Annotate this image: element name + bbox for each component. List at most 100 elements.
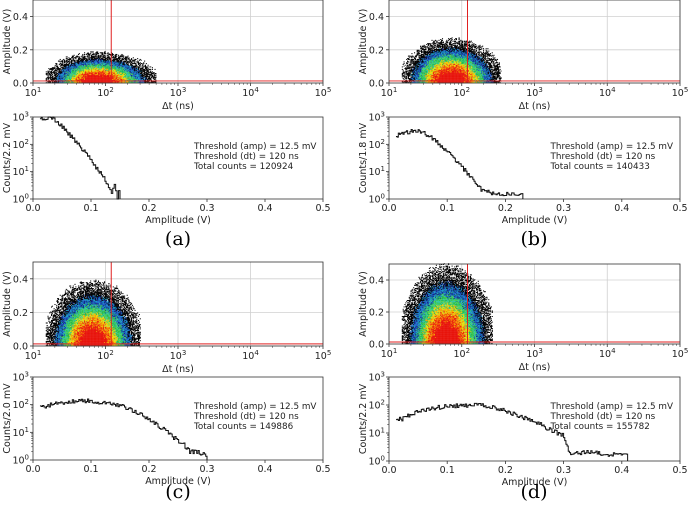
heatmap-cell [108,56,109,57]
heatmap-cell [57,66,58,67]
heatmap-cell [411,66,412,67]
heatmap-cell [408,61,409,62]
heatmap-cell [105,53,106,54]
heatmap-cell [437,41,438,42]
heatmap-cell [431,40,432,41]
y-tick-label: 103 [12,111,29,124]
heatmap-cell [64,60,65,61]
heatmap-cell [60,59,61,60]
y-tick-label: 0.0 [13,79,28,90]
heatmap-cell [116,56,117,57]
heatmap-cell [438,40,439,41]
heatmap-cell [407,63,408,64]
heatmap-cell [148,66,149,67]
x-axis-label: Amplitude (V) [145,215,211,226]
heatmap-cell [148,65,149,66]
heatmap-cell [105,51,106,52]
y-tick-label: 0.0 [369,79,384,90]
heatmap-cell [409,57,410,58]
heatmap-cell [419,53,420,54]
y-axis-label: Counts/2.2 mV [2,122,13,193]
heatmap-cell [152,67,153,68]
x-tick-label: 105 [672,86,689,99]
heatmap-cell [404,61,405,62]
heatmap-cell [97,51,98,52]
heatmap-cell [72,61,73,62]
heatmap-cell [82,54,83,55]
heatmap-cell [79,56,80,57]
heatmap-cell [74,60,75,61]
x-tick-label: 103 [526,86,543,99]
heatmap-cell [85,56,86,57]
heatmap-cell [420,46,421,47]
heatmap-cell [93,51,94,52]
heatmap-cell [403,70,404,71]
panel-a: 101 102 103 104 105 0.0 0.2 0.4 Δt (ns) Amplitude… [2,0,331,250]
heatmap-cell [141,60,142,61]
heatmap-cell [146,63,147,64]
annotation-line: Threshold (dt) = 120 ns [193,152,299,162]
x-axis-label: Δt (ns) [162,101,194,112]
heatmap-cell [405,65,406,66]
y-tick-label: 0.2 [13,45,28,56]
heatmap-cell [120,58,121,59]
x-tick-label: 0.2 [141,203,156,214]
y-axis-label: Amplitude (V) [2,9,13,75]
heatmap-cell [425,48,426,49]
heatmap-cell [430,43,431,44]
y-tick-label: 101 [12,165,29,178]
heatmap-cell [90,53,91,54]
x-tick-label: 0.5 [315,203,330,214]
heatmap-cell [152,69,153,70]
heatmap-cell [137,58,138,59]
heatmap-cell [415,58,416,59]
annotation-line: Total counts = 120924 [193,162,294,172]
heatmap-cell [46,71,47,72]
heatmap-cell [404,66,405,67]
heatmap-cell [52,74,53,75]
x-tick-label: 102 [97,86,114,99]
y-tick-label: 0.2 [369,45,384,56]
heatmap-cell [414,52,415,53]
heatmap-cell [155,69,156,70]
heatmap-cell [79,53,80,54]
heatmap-cell [145,65,146,66]
heatmap-cell [404,79,405,80]
heatmap-cell [402,66,403,67]
heatmap-cell [150,69,151,70]
heatmap-cell [155,75,156,76]
heatmap-cell [67,56,68,57]
heatmap-cell [84,52,85,53]
x-tick-label: 104 [599,86,616,99]
x-tick-label: 0.0 [25,203,40,214]
heatmap-cell [118,55,119,56]
x-tick-label: 104 [242,86,259,99]
heatmap-cell [102,52,103,53]
heatmap-cell [135,59,136,60]
heatmap-cell [84,54,85,55]
heatmap-cell [150,71,151,72]
y-tick-label: 0.4 [369,12,384,23]
heatmap-cell [113,54,114,55]
heatmap-cell [144,61,145,62]
heatmap-cell [140,66,141,67]
heatmap-cell [105,56,106,57]
heatmap-cell [409,59,410,60]
heatmap-cell [128,57,129,58]
heatmap-cell [148,71,149,72]
heatmap-cell [113,56,114,57]
heatmap-cell [116,54,117,55]
heatmap-cell [56,63,57,64]
heatmap-cell [155,73,156,74]
heatmap-cell [135,61,136,62]
x-tick-label: 103 [170,86,187,99]
y-tick-label: 0.4 [13,12,28,23]
heatmap-cell [435,45,436,46]
x-tick-label: 105 [315,86,332,99]
heatmap-cell [150,66,151,67]
heatmap-cell [74,55,75,56]
y-tick-label: 102 [12,138,29,151]
